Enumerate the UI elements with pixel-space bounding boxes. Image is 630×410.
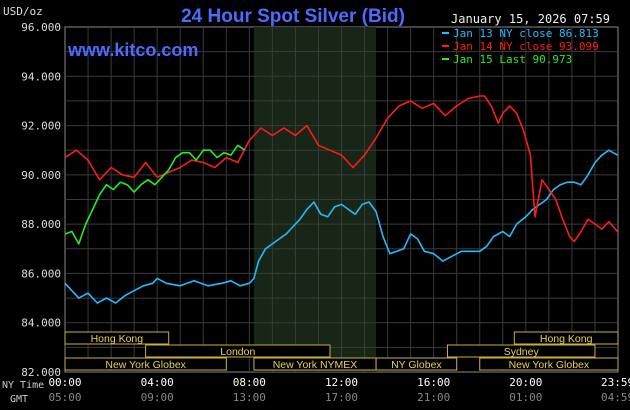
legend-entry: Jan 14 NY close 93.099 bbox=[453, 40, 599, 53]
x-tick-label-ny: 16:00 bbox=[417, 376, 450, 389]
y-tick-label: 90.000 bbox=[21, 169, 61, 182]
y-tick-label: 82.000 bbox=[21, 366, 61, 379]
chart-timestamp: January 15, 2026 07:59 bbox=[451, 12, 610, 26]
market-session-bar bbox=[64, 357, 227, 371]
market-session-label: Sydney bbox=[504, 346, 540, 358]
x-row-label-gmt: GMT bbox=[10, 394, 28, 405]
market-session-label: Hong Kong bbox=[540, 333, 593, 345]
x-tick-label-gmt: 13:00 bbox=[233, 391, 266, 404]
watermark: www.kitco.com bbox=[67, 40, 198, 60]
x-tick-label-ny: 00:00 bbox=[48, 376, 81, 389]
x-tick-label-gmt: 01:00 bbox=[509, 391, 542, 404]
market-session-label: New York Globex bbox=[105, 359, 186, 371]
market-session-bar bbox=[145, 344, 331, 358]
x-tick-label-gmt: 09:00 bbox=[141, 391, 174, 404]
market-session-bar bbox=[64, 331, 170, 345]
legend-entry: Jan 15 Last 90.973 bbox=[453, 53, 572, 66]
y-tick-label: 94.000 bbox=[21, 70, 61, 83]
market-session-bar bbox=[513, 331, 619, 345]
market-session-label: London bbox=[220, 346, 255, 358]
market-session-label: New York Globex bbox=[509, 359, 590, 371]
x-tick-label-gmt: 04:59 bbox=[601, 391, 630, 404]
series-line-1 bbox=[64, 95, 619, 243]
market-session-bar bbox=[375, 357, 458, 371]
x-tick-label-gmt: 05:00 bbox=[48, 391, 81, 404]
x-row-label-ny: NY Time bbox=[2, 380, 44, 391]
x-tick-label-ny: 04:00 bbox=[141, 376, 174, 389]
x-tick-labels: 00:00 05:00 04:00 09:00 08:00 13:00 12:00 17:00… bbox=[48, 376, 630, 404]
market-session-bar bbox=[479, 357, 619, 371]
series-line-2 bbox=[64, 144, 246, 245]
x-tick-label-ny: 23:59 bbox=[601, 376, 630, 389]
y-tick-label: 92.000 bbox=[21, 120, 61, 133]
x-tick-label-ny: 20:00 bbox=[509, 376, 542, 389]
y-tick-label: 88.000 bbox=[21, 218, 61, 231]
series-lines bbox=[64, 95, 619, 304]
market-session-label: NY Globex bbox=[391, 359, 442, 371]
y-axis-unit-label: USD/oz bbox=[3, 5, 43, 18]
x-tick-label-ny: 08:00 bbox=[233, 376, 266, 389]
x-tick-label-gmt: 17:00 bbox=[325, 391, 358, 404]
x-tick-label-ny: 12:00 bbox=[325, 376, 358, 389]
market-session-label: Hong Kong bbox=[91, 333, 144, 345]
y-tick-label: 96.000 bbox=[21, 21, 61, 34]
market-session-label: New York NYMEX bbox=[273, 359, 358, 371]
y-tick-label: 86.000 bbox=[21, 267, 61, 280]
x-tick-label-gmt: 21:00 bbox=[417, 391, 450, 404]
market-session-bar bbox=[446, 344, 596, 358]
legend-entry: Jan 13 NY close 86.813 bbox=[453, 27, 599, 40]
chart-title: 24 Hour Spot Silver (Bid) bbox=[181, 6, 405, 27]
y-tick-label: 84.000 bbox=[21, 317, 61, 330]
grid-lines bbox=[65, 27, 618, 372]
y-tick-labels: 96.000 94.000 92.000 90.000 88.000 86.000 84.0… bbox=[21, 21, 61, 379]
